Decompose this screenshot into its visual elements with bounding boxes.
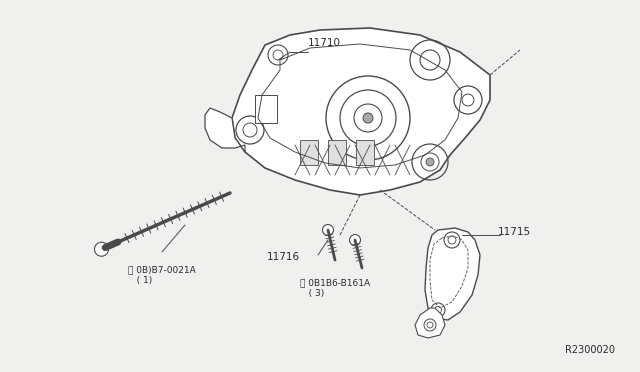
Polygon shape <box>425 228 480 320</box>
Text: 11715: 11715 <box>498 227 531 237</box>
Polygon shape <box>415 308 445 338</box>
Circle shape <box>426 158 434 166</box>
Bar <box>300 140 318 165</box>
Circle shape <box>323 224 333 235</box>
FancyBboxPatch shape <box>255 95 277 123</box>
Text: 11716: 11716 <box>267 252 300 262</box>
Circle shape <box>95 242 109 256</box>
Circle shape <box>349 234 360 246</box>
Polygon shape <box>205 108 245 152</box>
Text: ( 3): ( 3) <box>300 289 324 298</box>
Text: ( 1): ( 1) <box>128 276 152 285</box>
Text: Ⓑ 0B1B6-B161A: Ⓑ 0B1B6-B161A <box>300 278 370 287</box>
Circle shape <box>363 113 373 123</box>
Polygon shape <box>232 28 490 195</box>
Text: R2300020: R2300020 <box>565 345 615 355</box>
Bar <box>328 140 346 165</box>
Text: 11710: 11710 <box>308 38 341 48</box>
Text: Ⓑ 0B)B7-0021A: Ⓑ 0B)B7-0021A <box>128 265 196 274</box>
Bar <box>356 140 374 165</box>
